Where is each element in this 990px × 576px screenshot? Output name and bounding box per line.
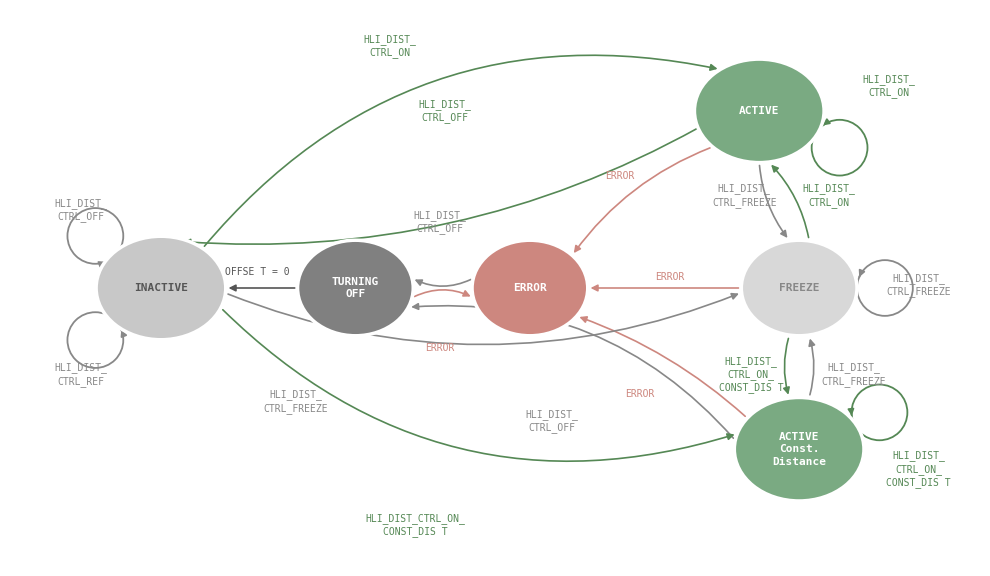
- Text: HLI_DIST_
CTRL_REF: HLI_DIST_ CTRL_REF: [54, 362, 108, 386]
- Text: HLI_DIST_
CTRL_ON_
CONST_DIS T: HLI_DIST_ CTRL_ON_ CONST_DIS T: [886, 450, 951, 488]
- Text: ERROR: ERROR: [513, 283, 546, 293]
- Text: HLI_DIST_
CTRL_OFF: HLI_DIST_ CTRL_OFF: [419, 98, 471, 123]
- Text: HLI_DIST_
CTRL_FREEZE: HLI_DIST_ CTRL_FREEZE: [886, 273, 951, 297]
- Text: TURNING
OFF: TURNING OFF: [332, 277, 379, 299]
- Ellipse shape: [694, 59, 824, 162]
- Text: HLI_DIST_
CTRL_ON_
CONST_DIS T: HLI_DIST_ CTRL_ON_ CONST_DIS T: [719, 356, 784, 393]
- Ellipse shape: [472, 240, 588, 336]
- Text: HLI_DIST_
CTRL_ON: HLI_DIST_ CTRL_ON: [803, 183, 855, 207]
- Text: HLI_DIST_
CTRL_ON: HLI_DIST_ CTRL_ON: [862, 74, 916, 98]
- Text: ERROR: ERROR: [605, 170, 635, 180]
- Text: HLI_DIST_
CTRL_ON: HLI_DIST_ CTRL_ON: [364, 34, 417, 58]
- Text: ACTIVE
Const.
Distance: ACTIVE Const. Distance: [772, 432, 826, 467]
- Ellipse shape: [742, 240, 857, 336]
- Text: OFFSE T = 0: OFFSE T = 0: [226, 267, 290, 277]
- Text: HLI_DIST_
CTRL_FREEZE: HLI_DIST_ CTRL_FREEZE: [263, 389, 328, 414]
- Text: HLI_DIST_CTRL_ON_
CONST_DIS T: HLI_DIST_CTRL_ON_ CONST_DIS T: [365, 513, 465, 537]
- Text: HLI_DIST_
CTRL_OFF: HLI_DIST_ CTRL_OFF: [526, 409, 578, 434]
- Text: FREEZE: FREEZE: [779, 283, 820, 293]
- Text: ERROR: ERROR: [426, 343, 454, 353]
- Text: ERROR: ERROR: [625, 389, 654, 400]
- Text: HLI_DIST_
CTRL_FREEZE: HLI_DIST_ CTRL_FREEZE: [712, 183, 776, 207]
- Text: HLI_DIST_
CTRL_FREEZE: HLI_DIST_ CTRL_FREEZE: [822, 362, 886, 386]
- Text: HLI_DIST_
CTRL_OFF: HLI_DIST_ CTRL_OFF: [414, 210, 466, 234]
- Ellipse shape: [96, 236, 226, 340]
- Text: ERROR: ERROR: [654, 272, 684, 282]
- Text: HLI_DIST_
CTRL_OFF: HLI_DIST_ CTRL_OFF: [54, 198, 108, 222]
- Ellipse shape: [298, 240, 413, 336]
- Text: INACTIVE: INACTIVE: [134, 283, 188, 293]
- Ellipse shape: [735, 397, 864, 501]
- Text: ACTIVE: ACTIVE: [739, 106, 779, 116]
